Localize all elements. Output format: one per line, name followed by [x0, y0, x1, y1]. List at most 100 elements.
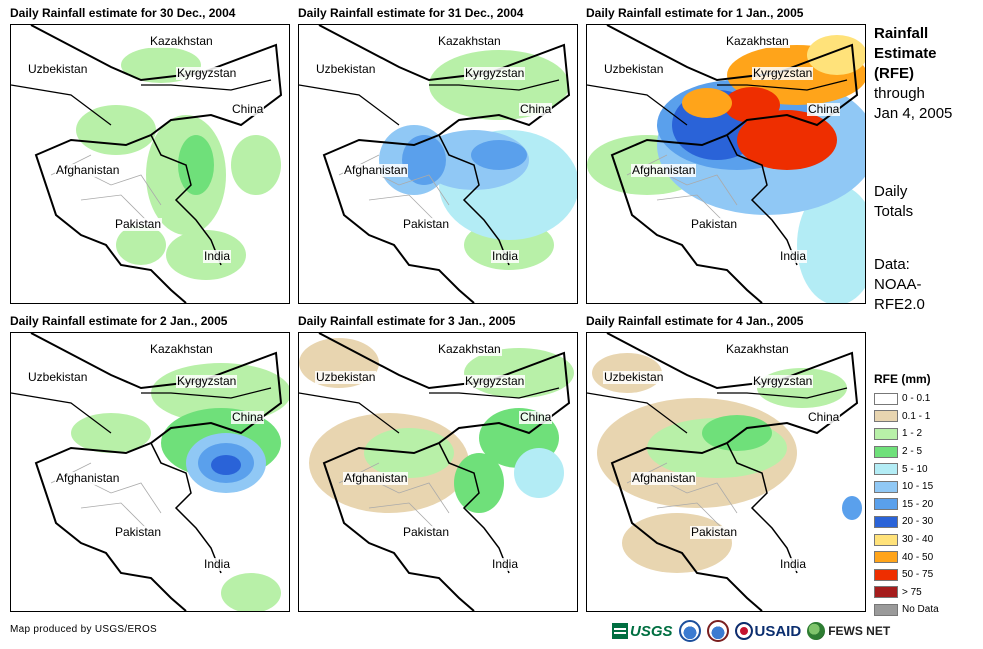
map-panel-dec30: Daily Rainfall estimate for 30 Dec., 200… — [10, 6, 290, 306]
panel-title: Daily Rainfall estimate for 1 Jan., 2005 — [586, 6, 804, 20]
border-line — [299, 79, 560, 126]
border-line — [587, 387, 848, 434]
rainfall-map — [11, 333, 289, 611]
side-title-line: Jan 4, 2005 — [874, 105, 953, 122]
legend-label: 5 - 10 — [902, 463, 928, 475]
legend-item: No Data — [874, 601, 979, 619]
panel-title: Daily Rainfall estimate for 3 Jan., 2005 — [298, 314, 516, 328]
map-panel-jan3: Daily Rainfall estimate for 3 Jan., 2005… — [298, 314, 578, 614]
side-title-line: (RFE) — [874, 65, 914, 82]
legend-item: 0 - 0.1 — [874, 390, 979, 408]
legend-item: 1 - 2 — [874, 425, 979, 443]
border-line — [587, 79, 848, 126]
panel-title: Daily Rainfall estimate for 30 Dec., 200… — [10, 6, 236, 20]
daily-line: Daily — [874, 183, 908, 200]
legend-swatch — [874, 392, 898, 405]
rain-band — [178, 135, 214, 195]
legend-swatch — [874, 515, 898, 528]
rain-band — [76, 105, 156, 155]
side-title-line: Estimate — [874, 45, 937, 62]
usaid-seal-icon — [734, 622, 753, 640]
label-afghanistan: Afghanistan — [55, 163, 121, 177]
legend-swatch — [874, 498, 898, 511]
border-line — [30, 333, 283, 611]
legend-item: 2 - 5 — [874, 443, 979, 461]
label-kazakhstan: Kazakhstan — [725, 342, 790, 356]
rain-band — [807, 35, 865, 75]
border-line — [299, 387, 560, 434]
label-china: China — [807, 410, 841, 424]
border-line — [318, 25, 571, 303]
legend-label: No Data — [902, 604, 939, 616]
panel-title: Daily Rainfall estimate for 31 Dec., 200… — [298, 6, 524, 20]
data-source-note: Data: NOAA- RFE2.0 — [874, 255, 925, 315]
fews-logo-text: FEWS NET — [828, 624, 891, 638]
label-kazakhstan: Kazakhstan — [725, 34, 790, 48]
label-china: China — [807, 102, 841, 116]
panel-title: Daily Rainfall estimate for 4 Jan., 2005 — [586, 314, 804, 328]
legend-title: RFE (mm) — [874, 372, 931, 386]
legend-item: 5 - 10 — [874, 460, 979, 478]
legend-swatch — [874, 533, 898, 546]
data-line: Data: — [874, 256, 910, 273]
usgs-mark-icon — [612, 623, 628, 639]
daily-totals-note: Daily Totals — [874, 182, 913, 222]
noaa-logo-icon — [678, 620, 701, 642]
legend-swatch — [874, 603, 898, 616]
rain-band — [402, 135, 446, 185]
rfe-legend: RFE (mm) 0 - 0.1 0.1 - 1 1 - 2 2 - 5 5 - 10 1… — [874, 372, 979, 619]
label-kyrgyzstan: Kyrgyzstan — [176, 66, 238, 80]
label-china: China — [231, 102, 265, 116]
rainfall-map — [299, 25, 577, 303]
side-title-line: Rainfall — [874, 25, 929, 42]
legend-item: 30 - 40 — [874, 531, 979, 549]
border-line — [438, 134, 510, 266]
label-uzbekistan: Uzbekistan — [315, 62, 377, 76]
label-china: China — [231, 410, 265, 424]
border-line — [606, 25, 859, 303]
label-india: India — [203, 249, 232, 263]
label-afghanistan: Afghanistan — [343, 163, 409, 177]
globe-icon — [807, 622, 826, 640]
label-kazakhstan: Kazakhstan — [149, 34, 214, 48]
legend-swatch — [874, 551, 898, 564]
label-kazakhstan: Kazakhstan — [437, 34, 502, 48]
side-title: Rainfall Estimate (RFE) through Jan 4, 2… — [874, 24, 952, 124]
map-frame: Kazakhstan Uzbekistan Kyrgyzstan China A… — [298, 332, 578, 612]
legend-item: 20 - 30 — [874, 513, 979, 531]
rain-band — [842, 496, 862, 520]
usaid-logo-text: USAID — [754, 622, 802, 640]
legend-swatch — [874, 427, 898, 440]
label-china: China — [519, 410, 553, 424]
legend-label: 10 - 15 — [902, 481, 934, 493]
legend-item: 40 - 50 — [874, 548, 979, 566]
label-india: India — [779, 557, 808, 571]
rain-band — [221, 573, 281, 611]
label-afghanistan: Afghanistan — [631, 163, 697, 177]
label-afghanistan: Afghanistan — [631, 471, 697, 485]
map-frame: Kazakhstan Uzbekistan Kyrgyzstan China A… — [10, 332, 290, 612]
label-uzbekistan: Uzbekistan — [27, 370, 89, 384]
map-credit: Map produced by USGS/EROS — [10, 624, 158, 635]
rain-band — [737, 110, 837, 170]
label-uzbekistan: Uzbekistan — [315, 370, 377, 384]
map-frame: Kazakhstan Uzbekistan Kyrgyzstan China A… — [586, 332, 866, 612]
label-kyrgyzstan: Kyrgyzstan — [752, 374, 814, 388]
panel-title: Daily Rainfall estimate for 2 Jan., 2005 — [10, 314, 228, 328]
border-line — [150, 442, 222, 574]
legend-label: 0.1 - 1 — [902, 410, 931, 422]
rainfall-map — [11, 25, 283, 303]
label-kazakhstan: Kazakhstan — [149, 342, 214, 356]
label-pakistan: Pakistan — [114, 217, 163, 231]
legend-label: 50 - 75 — [902, 569, 934, 581]
border-line — [150, 134, 222, 266]
map-panel-dec31: Daily Rainfall estimate for 31 Dec., 200… — [298, 6, 578, 306]
label-uzbekistan: Uzbekistan — [27, 62, 89, 76]
legend-label: 1 - 2 — [902, 428, 923, 440]
daily-line: Totals — [874, 203, 914, 220]
border-line — [318, 333, 571, 611]
legend-label: 20 - 30 — [902, 516, 934, 528]
legend-item: > 75 — [874, 584, 979, 602]
legend-item: 10 - 15 — [874, 478, 979, 496]
doc-seal-icon — [706, 620, 729, 642]
